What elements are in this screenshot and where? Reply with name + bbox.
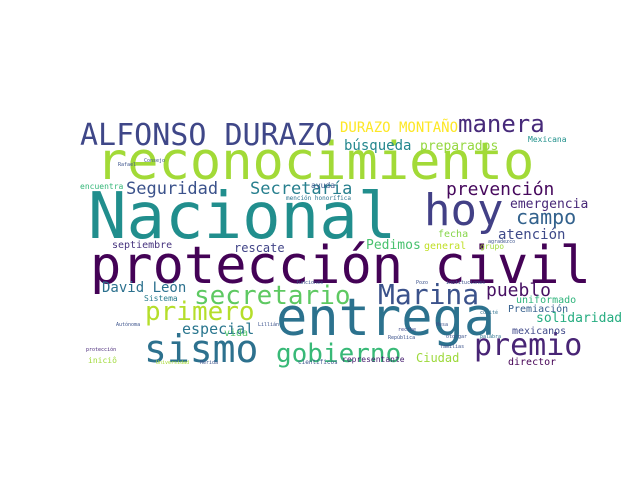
word-instituciones: instituciones <box>446 280 485 286</box>
word-comite: comité <box>480 309 498 316</box>
word-marina: Marina <box>378 278 479 311</box>
word-prevencion: prevención <box>446 179 554 200</box>
word-atencion: atención <box>498 227 565 243</box>
word-cabo: solidaridad <box>536 311 622 326</box>
word-uniformado: uniformado <box>516 295 576 306</box>
word-autonoma: Autónoma <box>116 321 140 328</box>
word-inicio: iniciô <box>88 355 117 365</box>
word-general: general <box>424 241 466 252</box>
word-entrega: entrega <box>276 288 495 348</box>
word-rafael: Rafael <box>118 162 136 168</box>
word-emergencia: emergencia <box>510 197 588 212</box>
word-lillian: Lillián <box>258 321 279 328</box>
word-familias: familias <box>440 344 464 350</box>
word-cloud-words: Nacional reconocimiento protección civil… <box>80 110 622 371</box>
word-preparados: preparados <box>420 139 498 154</box>
word-grupo: grupo <box>480 242 504 251</box>
word-pozo: Pozo <box>416 280 428 286</box>
word-campo: campo <box>516 205 576 229</box>
word-sistema: Sistema <box>144 294 178 303</box>
word-reconocimiento: reconocimiento <box>96 132 534 192</box>
word-encuentra: encuentra <box>80 182 124 191</box>
word-proteccion-small: protección <box>86 346 116 353</box>
word-alfonso-durazo: ALFONSO DURAZO <box>80 118 333 153</box>
word-universidad: Universidad <box>156 360 189 366</box>
word-primero: primero <box>145 297 255 327</box>
word-agradezco: agradezco <box>488 239 515 245</box>
word-seguridad: Seguridad <box>126 179 218 199</box>
word-hoy: hoy <box>424 185 503 236</box>
word-premiacion: Premiación <box>508 303 568 315</box>
word-otorgar: otorgar <box>446 334 467 340</box>
word-consejo: Consejo <box>144 158 165 164</box>
word-pueblo: pueblo <box>486 280 551 301</box>
word-durazo-montano: DURAZO MONTAÑO <box>340 119 458 136</box>
word-republica: República <box>388 334 415 341</box>
word-director: director <box>508 357 556 368</box>
word-proteccion-civil: protección civil <box>90 236 591 296</box>
word-secretario: secretario <box>194 281 351 311</box>
word-mexicanos: mexicanos <box>512 326 566 337</box>
word-premio: premio <box>474 328 582 363</box>
word-septiembre: septiembre <box>112 240 172 251</box>
word-rescate: rescate <box>234 241 285 255</box>
word-fecha: fecha <box>438 229 468 240</box>
word-sismo: sismo <box>144 327 258 371</box>
word-funciones: funciones <box>296 280 323 286</box>
word-manera: manera <box>458 110 545 138</box>
word-vida: vida <box>224 328 248 339</box>
word-recibe: recibe <box>398 327 416 333</box>
word-mesa: Mesa <box>436 322 448 328</box>
word-especial: especial <box>182 320 254 338</box>
word-representante: representante <box>342 355 405 364</box>
word-mexicana: Mexicana <box>528 135 567 144</box>
word-merida: Mérida <box>200 359 218 366</box>
word-ciudad: Ciudad <box>416 351 459 365</box>
word-busqueda: búsqueda <box>344 138 411 154</box>
word-ayuda: ayuda <box>311 181 335 190</box>
word-pedimos: Pedimos <box>366 238 421 253</box>
word-cientificos: científicos <box>298 359 338 366</box>
word-gobierno: gobierno <box>276 339 401 369</box>
word-mencion-honorifica: mención honorífica <box>286 195 351 202</box>
word-nacional: Nacional <box>88 180 396 254</box>
word-palabra: palabra <box>480 334 501 340</box>
word-david-leon: David León <box>102 280 186 296</box>
word-secretaria: Secretaría <box>250 179 352 199</box>
